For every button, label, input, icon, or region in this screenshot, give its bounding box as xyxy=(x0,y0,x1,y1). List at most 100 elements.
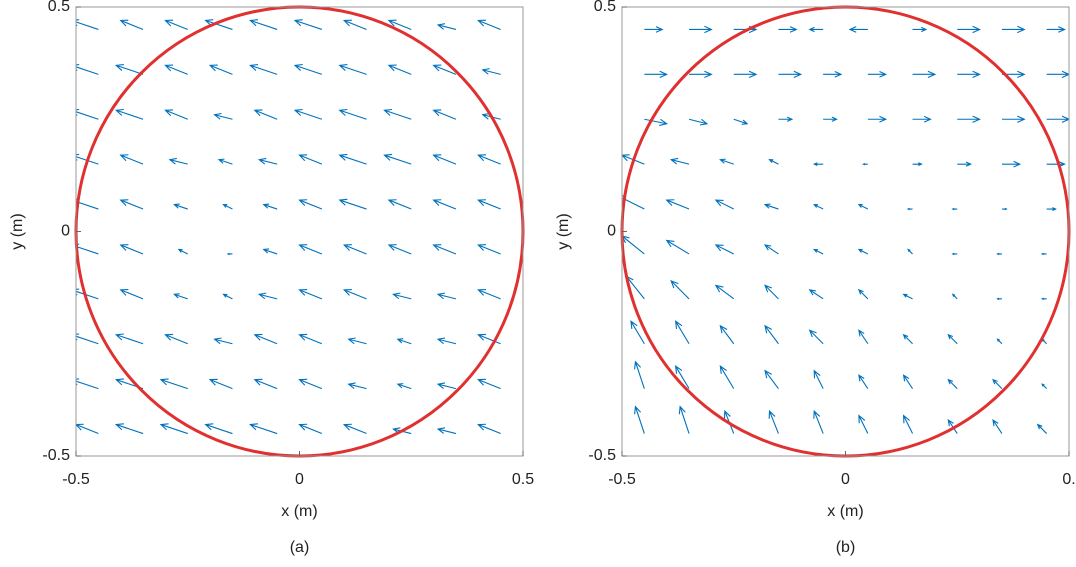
arrow xyxy=(396,338,412,345)
arrow xyxy=(298,378,323,390)
arrow xyxy=(338,108,367,120)
arrow xyxy=(262,203,278,210)
arrow xyxy=(164,64,188,75)
arrow xyxy=(477,154,501,165)
arrow xyxy=(808,329,824,345)
arrow xyxy=(867,71,888,78)
arrow xyxy=(253,333,278,345)
arrow xyxy=(114,64,144,75)
arrow xyxy=(338,198,367,210)
arrow xyxy=(76,333,99,345)
arrow xyxy=(432,199,457,210)
arrow xyxy=(173,203,188,210)
arrow xyxy=(76,108,99,120)
x-tick-label: 0.5 xyxy=(512,471,534,488)
arrow xyxy=(387,244,412,255)
arrow xyxy=(387,64,412,75)
arrow xyxy=(159,423,188,435)
arrow xyxy=(665,239,690,255)
arrow xyxy=(383,153,412,165)
arrow xyxy=(808,289,824,300)
arrow xyxy=(392,292,412,300)
arrow xyxy=(714,244,734,255)
arrow xyxy=(293,19,323,30)
arrow xyxy=(951,252,958,256)
arrow xyxy=(387,19,412,30)
arrow xyxy=(857,288,869,300)
arrow xyxy=(1046,26,1066,33)
arrow xyxy=(674,365,690,389)
arrow xyxy=(903,414,914,434)
arrow xyxy=(298,154,323,165)
arrow xyxy=(992,378,1003,390)
arrow xyxy=(912,70,937,79)
arrow xyxy=(644,70,669,79)
y-tick-label: 0.5 xyxy=(594,0,616,15)
arrow xyxy=(76,64,99,75)
arrow xyxy=(768,409,779,434)
arrow xyxy=(848,26,868,33)
arrow xyxy=(857,248,869,255)
arrow xyxy=(298,199,323,210)
arrow xyxy=(812,162,824,167)
arrow xyxy=(76,423,99,435)
arrow xyxy=(992,418,1003,434)
arrow xyxy=(204,423,233,435)
arrow xyxy=(823,116,838,122)
arrow xyxy=(338,153,367,165)
arrow xyxy=(164,333,188,345)
arrow xyxy=(168,157,188,165)
arrow xyxy=(76,153,99,165)
y-tick-label: 0 xyxy=(607,223,616,240)
arrow xyxy=(1040,297,1047,301)
arrow xyxy=(213,337,233,345)
arrow xyxy=(858,374,869,389)
arrow xyxy=(947,333,958,345)
arrow xyxy=(1001,25,1026,34)
arrow xyxy=(432,64,457,75)
arrow xyxy=(114,108,144,120)
arrow xyxy=(204,19,233,30)
arrow xyxy=(432,154,457,165)
arrow xyxy=(249,64,278,75)
arrow xyxy=(298,423,323,435)
arrow xyxy=(173,293,188,300)
arrow xyxy=(208,64,233,75)
arrow xyxy=(226,252,233,256)
arrow xyxy=(159,378,188,390)
x-tick-label: -0.5 xyxy=(62,471,90,488)
arrow xyxy=(436,427,457,435)
arrow xyxy=(902,374,914,389)
arrow xyxy=(957,25,981,34)
arrow xyxy=(222,203,233,210)
arrow xyxy=(1046,207,1057,211)
arrow xyxy=(823,71,843,78)
arrow xyxy=(1036,423,1048,434)
arrow xyxy=(1001,115,1026,123)
arrow xyxy=(338,64,367,75)
arrow xyxy=(1046,160,1066,168)
arrow xyxy=(477,19,501,30)
arrow xyxy=(76,198,99,210)
arrow xyxy=(119,19,144,30)
arrow xyxy=(477,199,501,210)
arrow xyxy=(719,324,735,345)
arrow xyxy=(813,248,824,255)
arrow xyxy=(808,26,824,33)
x-tick-label: 0. xyxy=(1062,471,1075,488)
arrow xyxy=(177,248,188,255)
arrow xyxy=(1041,383,1048,390)
arrow xyxy=(813,203,824,210)
arrow xyxy=(947,378,958,390)
arrow xyxy=(622,235,645,255)
arrow xyxy=(342,423,367,435)
arrow xyxy=(858,329,869,345)
arrow xyxy=(436,337,457,345)
arrow xyxy=(477,378,501,390)
arrow xyxy=(114,333,144,345)
arrow xyxy=(764,284,779,300)
arrow xyxy=(432,244,457,255)
arrow xyxy=(396,383,412,390)
arrow xyxy=(347,337,367,345)
